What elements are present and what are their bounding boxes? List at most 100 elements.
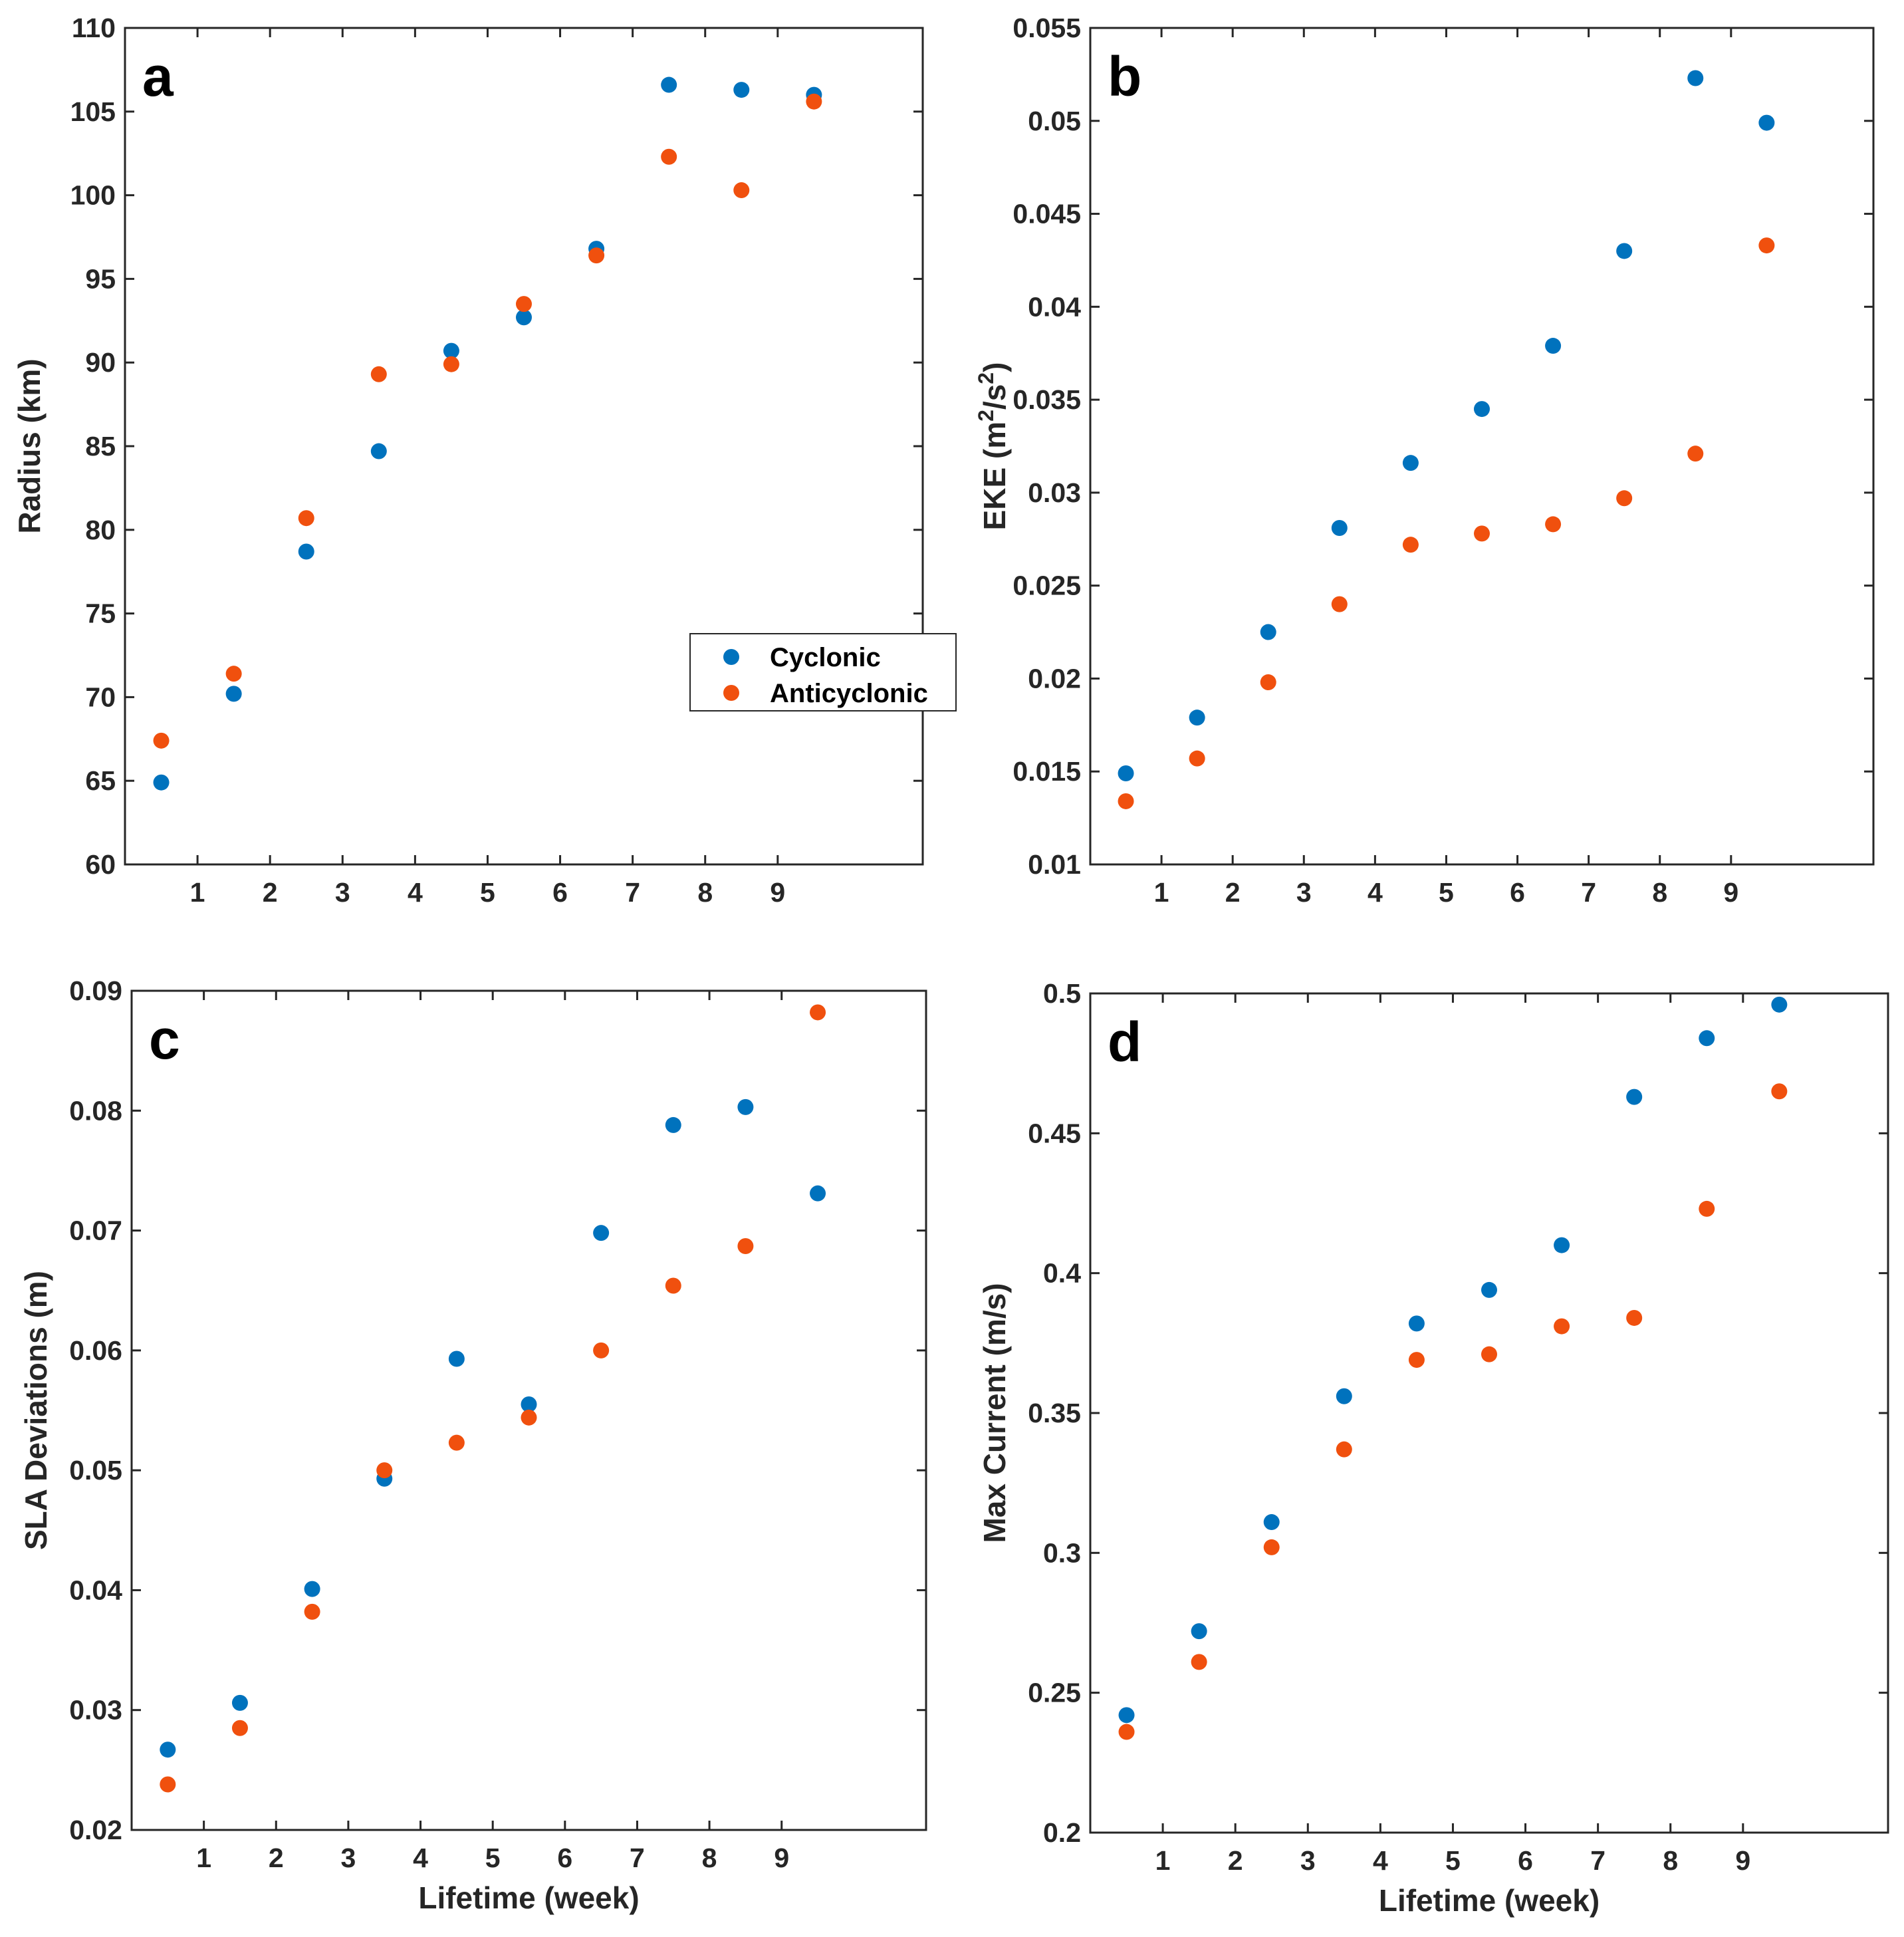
data-point (1758, 237, 1775, 254)
x-tick-label: 3 (335, 877, 350, 908)
data-point (1402, 455, 1419, 471)
y-tick-label: 0.08 (69, 1095, 122, 1126)
x-tick-label: 2 (263, 877, 278, 908)
legend: Cyclonic Anticyclonic (689, 633, 957, 711)
x-tick-label: 6 (1518, 1845, 1533, 1876)
x-tick-label: 8 (1663, 1845, 1678, 1876)
data-point (593, 1225, 610, 1241)
y-tick-label: 70 (85, 682, 116, 712)
data-point (733, 82, 750, 98)
panel-letter: d (1108, 1011, 1141, 1073)
data-point (1408, 1352, 1425, 1368)
x-axis-label: Lifetime (week) (1379, 1883, 1600, 1918)
data-point (1626, 1309, 1643, 1326)
y-tick-label: 105 (70, 96, 116, 127)
data-point (1771, 996, 1788, 1013)
y-tick-label: 95 (85, 263, 116, 294)
data-point (1554, 1318, 1570, 1335)
data-point (737, 1238, 754, 1255)
series-anticyclonic (1118, 1083, 1788, 1740)
data-point (593, 1342, 610, 1358)
data-point (737, 1098, 754, 1115)
series-cyclonic (1118, 996, 1788, 1724)
x-tick-label: 1 (1154, 877, 1169, 908)
data-point (1189, 710, 1205, 726)
x-tick-label: 3 (1300, 1845, 1316, 1876)
y-tick-label: 0.04 (69, 1575, 122, 1605)
x-tick-label: 3 (341, 1843, 356, 1873)
axes-frame (130, 989, 927, 1831)
x-tick-label: 8 (697, 877, 713, 908)
x-tick-label: 3 (1296, 877, 1312, 908)
panel-letter: b (1108, 45, 1141, 108)
y-tick-label: 0.4 (1043, 1258, 1081, 1289)
legend-marker (723, 685, 739, 701)
legend-entry: Cyclonic (770, 643, 881, 672)
y-tick-label: 0.07 (69, 1216, 122, 1246)
data-point (521, 1409, 537, 1426)
x-tick-label: 8 (702, 1843, 717, 1873)
data-point (153, 732, 170, 749)
data-point (1699, 1200, 1715, 1217)
legend-marker (723, 649, 739, 665)
data-point (806, 93, 822, 110)
data-point (516, 296, 532, 313)
data-point (1616, 243, 1633, 259)
y-tick-label: 0.45 (1028, 1118, 1081, 1148)
y-tick-label: 100 (70, 180, 116, 211)
data-point (443, 342, 459, 359)
x-tick-label: 2 (1225, 877, 1241, 908)
data-point (1481, 1346, 1497, 1362)
data-point (1554, 1237, 1570, 1253)
data-point (1687, 70, 1704, 86)
x-tick-label: 4 (1373, 1845, 1388, 1876)
y-tick-label: 75 (85, 598, 116, 629)
data-point (665, 1116, 681, 1133)
y-tick-label: 60 (85, 849, 116, 880)
data-point (810, 1004, 826, 1021)
data-point (1336, 1388, 1352, 1404)
data-point (1191, 1623, 1207, 1640)
y-tick-label: 0.03 (69, 1695, 122, 1726)
y-tick-label: 0.035 (1012, 384, 1081, 415)
y-tick-label: 0.09 (69, 975, 122, 1006)
data-point (1189, 750, 1205, 767)
y-tick-label: 0.02 (69, 1815, 122, 1845)
data-point (448, 1351, 465, 1367)
x-tick-label: 5 (485, 1843, 501, 1873)
data-point (1545, 516, 1562, 533)
x-tick-label: 7 (630, 1843, 645, 1873)
data-point (298, 510, 314, 527)
data-point (810, 1185, 826, 1202)
y-tick-label: 0.25 (1028, 1678, 1081, 1708)
y-axis-label: Max Current (m/s) (977, 1283, 1012, 1543)
y-tick-label: 0.02 (1028, 663, 1081, 694)
y-tick-label: 0.2 (1043, 1817, 1081, 1848)
data-point (1402, 537, 1419, 553)
x-tick-label: 5 (1445, 1845, 1461, 1876)
panel-a: 1 2 3 4 5 6 7 8 9 60 65 70 75 80 85 90 95 100 105 110 a Radiu… (12, 13, 957, 908)
y-tick-label: 110 (72, 13, 116, 43)
y-axis-label: SLA Deviations (m) (19, 1271, 53, 1550)
data-point (665, 1277, 681, 1294)
data-point (225, 686, 242, 702)
data-point (304, 1603, 320, 1620)
x-tick-label: 1 (190, 877, 205, 908)
data-point (231, 1720, 248, 1736)
y-tick-label: 80 (85, 515, 116, 545)
axes-frame (1089, 992, 1889, 1834)
data-point (370, 443, 387, 459)
data-point (1118, 1707, 1135, 1724)
y-tick-label: 0.055 (1012, 13, 1081, 43)
y-tick-label: 0.05 (69, 1455, 122, 1485)
x-tick-label: 1 (196, 1843, 211, 1873)
x-tick-label: 4 (408, 877, 423, 908)
y-tick-label: 0.04 (1028, 291, 1081, 322)
data-point (1481, 1281, 1497, 1298)
x-tick-label: 1 (1155, 1845, 1171, 1876)
x-tick-label: 9 (1723, 877, 1738, 908)
y-tick-label: 0.03 (1028, 477, 1081, 508)
data-point (1616, 490, 1633, 507)
y-tick-label: 0.05 (1028, 106, 1081, 136)
